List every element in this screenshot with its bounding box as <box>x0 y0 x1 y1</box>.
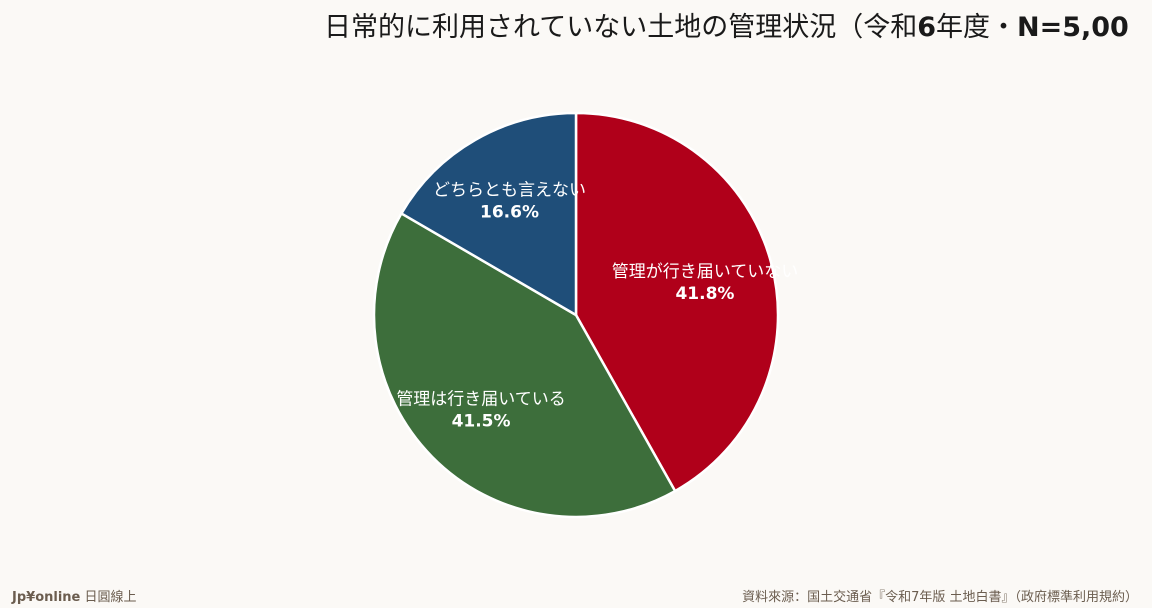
source-note: 資料來源：国土交通省『令和7年版 土地白書』（政府標準利用規約） <box>742 590 1138 605</box>
chart-title: 日常的に利用されていない土地の管理状況（令和6年度・N=5,00 <box>324 12 1129 43</box>
slice-label-neither: どちらとも言えない <box>433 180 586 200</box>
brand-name: Jp¥online <box>12 590 81 605</box>
slice-value-not-managed: 41.8% <box>675 284 734 304</box>
footer-brand: Jp¥online 日圓線上 <box>12 586 137 605</box>
slice-value-managed: 41.5% <box>452 412 511 432</box>
pie-slice-not-managed <box>574 111 780 493</box>
pie-slice-managed <box>372 212 677 519</box>
slice-label-not-managed: 管理が行き届いていない <box>612 262 799 282</box>
pie-slice-neither <box>400 111 578 317</box>
slice-value-neither: 16.6% <box>480 202 539 222</box>
brand-suffix: 日圓線上 <box>84 590 137 605</box>
slice-label-managed: 管理は行き届いている <box>396 390 566 410</box>
